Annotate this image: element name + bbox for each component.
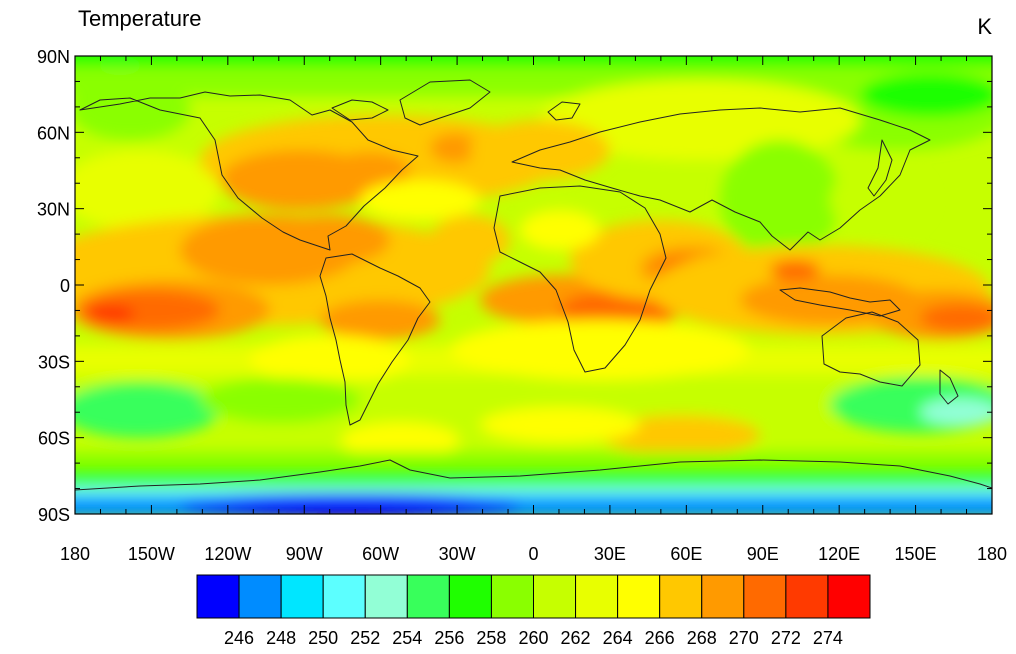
greenland-coast bbox=[399, 79, 491, 126]
colorbar-swatch bbox=[238, 574, 282, 619]
colorbar-label: 254 bbox=[392, 628, 422, 648]
colorbar-label: 258 bbox=[476, 628, 506, 648]
x-tick-label: 150E bbox=[895, 544, 937, 564]
y-tick-label: 60S bbox=[38, 429, 70, 449]
y-axis: 90N 60N 30N 0 30S 60S 90S bbox=[37, 47, 992, 525]
x-tick-label: 0 bbox=[528, 544, 538, 564]
colorbar-label: 248 bbox=[266, 628, 296, 648]
colorbar-swatch bbox=[280, 574, 324, 619]
colorbar-swatch bbox=[827, 574, 871, 619]
new-zealand-coast bbox=[939, 369, 959, 405]
x-tick-label: 150W bbox=[128, 544, 175, 564]
colorbar-label: 268 bbox=[687, 628, 717, 648]
colorbar-label: 274 bbox=[813, 628, 843, 648]
x-tick-label: 120W bbox=[204, 544, 251, 564]
colorbar-label: 246 bbox=[224, 628, 254, 648]
colorbar-label: 266 bbox=[645, 628, 675, 648]
map-title: Temperature bbox=[78, 6, 202, 31]
x-tick-label: 180 bbox=[60, 544, 90, 564]
colorbar-swatch bbox=[701, 574, 745, 619]
colorbar-label: 270 bbox=[729, 628, 759, 648]
y-tick-label: 0 bbox=[60, 276, 70, 296]
x-tick-label: 30E bbox=[594, 544, 626, 564]
colorbar-label: 262 bbox=[561, 628, 591, 648]
australia-coast bbox=[821, 311, 921, 387]
colorbar-swatch bbox=[533, 574, 577, 619]
y-tick-label: 90S bbox=[38, 505, 70, 525]
eurasia-coast bbox=[511, 107, 931, 251]
colorbar-swatch bbox=[743, 574, 787, 619]
colorbar-swatch bbox=[196, 574, 240, 619]
units-label: K bbox=[977, 14, 992, 39]
arctic-islands-coast bbox=[331, 99, 389, 121]
coastlines bbox=[75, 79, 992, 491]
x-tick-label: 90W bbox=[286, 544, 323, 564]
africa-coast bbox=[493, 185, 667, 373]
x-tick-label: 180 bbox=[977, 544, 1007, 564]
x-tick-label: 120E bbox=[818, 544, 860, 564]
y-tick-label: 30S bbox=[38, 352, 70, 372]
colorbar-swatch bbox=[575, 574, 619, 619]
colorbar-label: 272 bbox=[771, 628, 801, 648]
colorbar-label: 256 bbox=[434, 628, 464, 648]
colorbar-swatch bbox=[364, 574, 408, 619]
south-america-coast bbox=[319, 253, 431, 426]
x-tick-label: 60W bbox=[362, 544, 399, 564]
x-tick-label: 30W bbox=[439, 544, 476, 564]
temperature-field bbox=[75, 56, 992, 514]
north-america-coast bbox=[79, 91, 419, 251]
colorbar-swatch bbox=[448, 574, 492, 619]
colorbar-swatch bbox=[659, 574, 703, 619]
colorbar-label: 264 bbox=[603, 628, 633, 648]
colorbar-swatch bbox=[617, 574, 661, 619]
y-tick-label: 60N bbox=[37, 123, 70, 143]
colorbar-swatch bbox=[322, 574, 366, 619]
japan-coast bbox=[867, 139, 893, 197]
colorbar-label: 252 bbox=[350, 628, 380, 648]
colorbar-label: 260 bbox=[518, 628, 548, 648]
x-axis: 180 150W 120W 90W 60W 30W 0 30E 60E 90E 120E 150E 18… bbox=[60, 56, 1007, 564]
colorbar-label: 250 bbox=[308, 628, 338, 648]
antarctica-coast bbox=[75, 459, 992, 491]
colorbar-swatch bbox=[785, 574, 829, 619]
colorbar-swatch bbox=[490, 574, 534, 619]
scandinavia-coast bbox=[547, 101, 581, 121]
colorbar-swatch bbox=[406, 574, 450, 619]
x-tick-label: 60E bbox=[670, 544, 702, 564]
x-tick-label: 90E bbox=[747, 544, 779, 564]
maritime-continent-coast bbox=[779, 287, 901, 317]
colorbar: 246 248 250 252 254 256 258 260 262 264 266 268 270 2… bbox=[196, 574, 871, 648]
y-tick-label: 30N bbox=[37, 200, 70, 220]
y-tick-label: 90N bbox=[37, 47, 70, 67]
